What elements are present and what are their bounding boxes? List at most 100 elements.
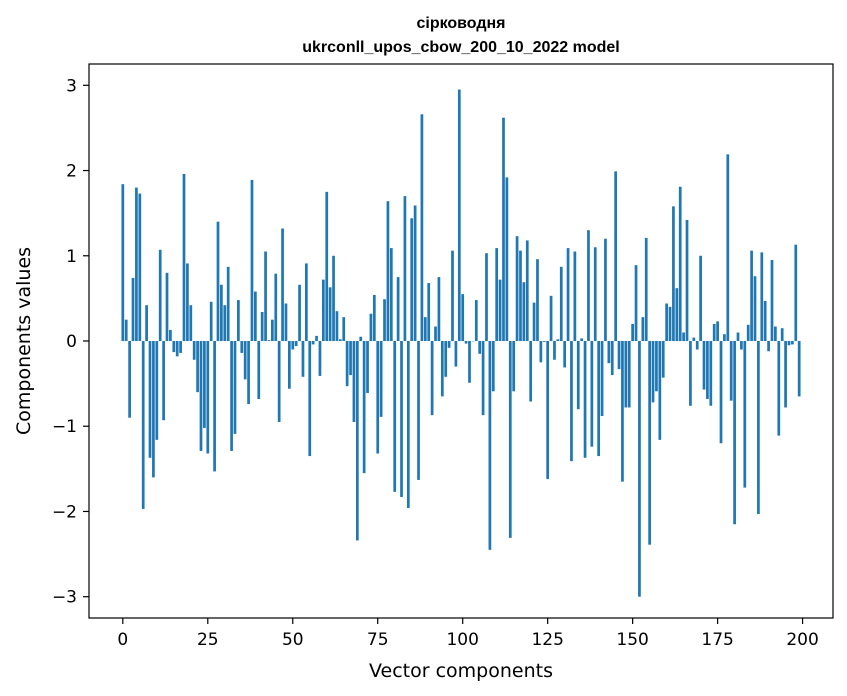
bar [257, 341, 261, 399]
bar [454, 341, 458, 367]
bar [532, 302, 536, 341]
bar [464, 341, 468, 344]
bar [607, 341, 611, 364]
bar [277, 341, 281, 422]
bar [583, 341, 587, 458]
chart-title: сірководня [416, 15, 505, 32]
bar [457, 89, 461, 341]
bar [651, 341, 655, 403]
bar [502, 117, 505, 341]
bar [240, 341, 244, 353]
bar [413, 205, 417, 341]
bar [699, 255, 702, 341]
bar [243, 341, 247, 380]
y-tick-label: 1 [66, 247, 77, 267]
bar [447, 341, 451, 348]
bar [461, 294, 465, 341]
bar [665, 303, 668, 341]
bar [281, 228, 284, 341]
bar [777, 341, 781, 436]
bar [787, 341, 791, 346]
bar [434, 326, 437, 341]
bar [284, 303, 288, 341]
bar [389, 248, 393, 341]
bar [393, 341, 397, 492]
bar [383, 299, 386, 341]
bar [709, 341, 713, 406]
bar [128, 341, 131, 418]
bar [359, 336, 363, 341]
y-tick-label: −3 [52, 588, 77, 608]
bar [352, 341, 356, 422]
bar [617, 341, 621, 370]
bar [410, 218, 414, 341]
bar [321, 279, 325, 341]
bar [220, 284, 223, 341]
bar [131, 277, 135, 341]
x-tick-label: 125 [531, 630, 563, 650]
y-tick-label: 0 [66, 332, 77, 352]
bar [610, 341, 614, 376]
bar [719, 341, 723, 444]
bar [522, 282, 526, 341]
bar [576, 341, 580, 410]
bar [182, 173, 186, 341]
bar [271, 319, 274, 341]
x-tick-label: 100 [446, 630, 478, 650]
bar [760, 252, 764, 341]
bar [124, 319, 128, 341]
bar [627, 341, 631, 408]
bar [675, 288, 679, 341]
bar [366, 341, 369, 393]
bar [332, 255, 335, 341]
bar [406, 341, 410, 509]
bar [192, 341, 196, 360]
bar [237, 300, 240, 341]
bar [498, 279, 502, 341]
bar [165, 272, 169, 341]
bar [774, 326, 777, 341]
bar [648, 341, 651, 545]
bar [260, 312, 264, 341]
bar [304, 263, 308, 341]
bar [145, 305, 148, 341]
bar [559, 266, 563, 341]
bar [729, 341, 733, 401]
bar [203, 341, 206, 428]
bar [495, 248, 499, 341]
y-tick-label: 2 [66, 162, 77, 182]
bar [638, 341, 641, 597]
bar [291, 341, 295, 350]
bar [301, 341, 305, 377]
x-tick-label: 50 [282, 630, 304, 650]
bar [274, 273, 278, 341]
bar [250, 179, 254, 341]
x-axis-ticks: 0 25 50 75 100 125 150 175 200 [117, 618, 819, 650]
x-tick-label: 150 [616, 630, 648, 650]
bar [376, 341, 380, 454]
bar [631, 323, 634, 341]
plot-frame [88, 63, 834, 619]
bar [797, 341, 801, 397]
bar [702, 341, 706, 390]
bar [298, 284, 301, 341]
bar [369, 313, 373, 341]
bar [634, 265, 638, 341]
bar [685, 219, 689, 341]
bar [661, 341, 665, 378]
bar [536, 259, 539, 341]
bar [141, 341, 145, 509]
bar [328, 287, 332, 341]
bar [179, 341, 182, 353]
bar [597, 341, 601, 457]
bar [138, 193, 142, 341]
bar [712, 323, 716, 341]
bar [355, 341, 359, 541]
x-tick-label: 175 [701, 630, 733, 650]
bar [563, 341, 567, 368]
y-tick-label: −2 [52, 502, 77, 522]
bar [740, 341, 743, 350]
bar [158, 249, 162, 341]
bar [682, 332, 685, 341]
bar [644, 237, 648, 341]
